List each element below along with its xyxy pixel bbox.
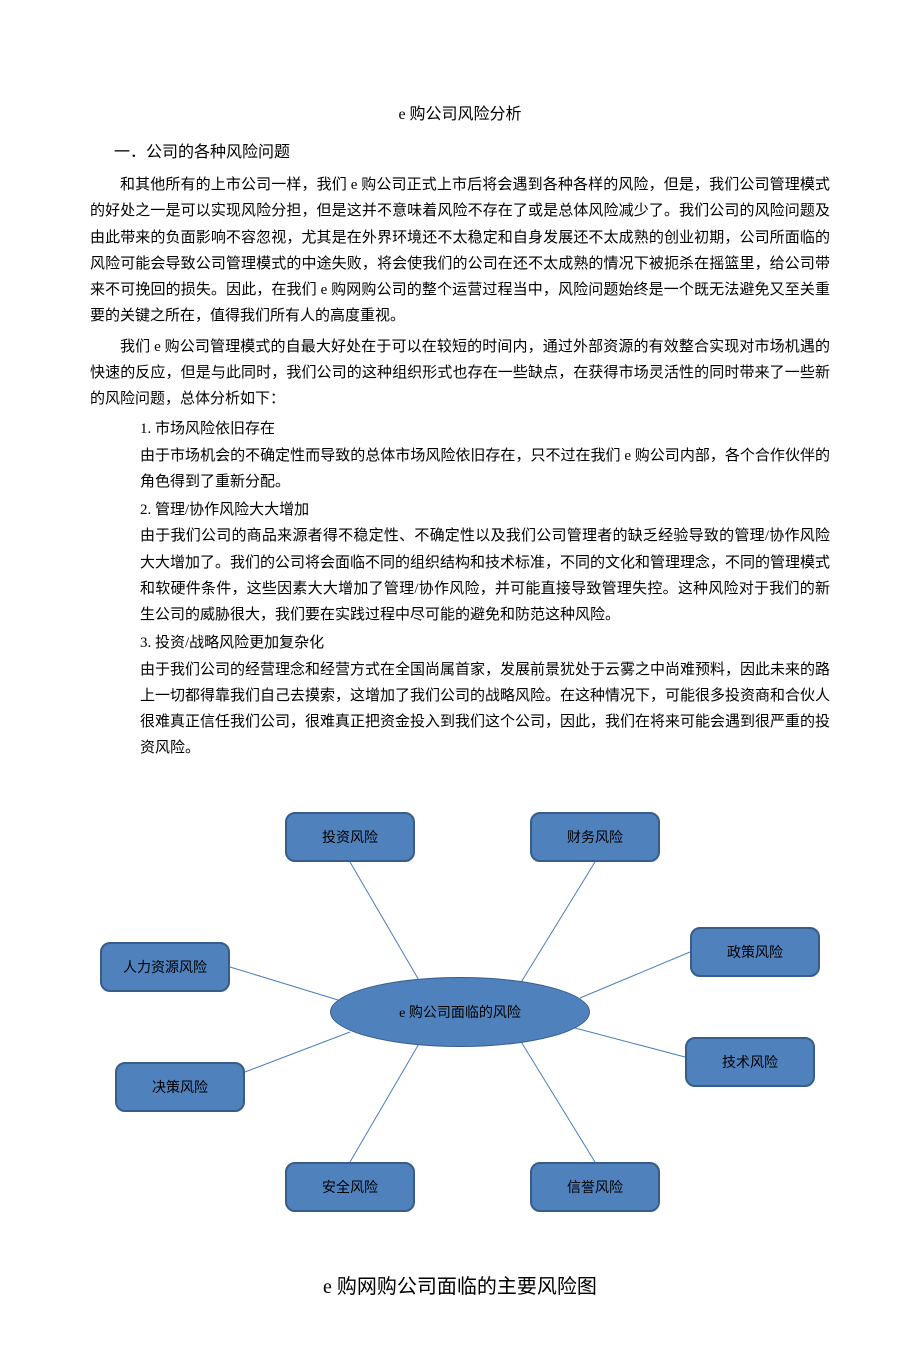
list-item-head: 1. 市场风险依旧存在 xyxy=(140,416,830,442)
diagram-node-policy: 政策风险 xyxy=(690,927,820,977)
section-heading: 一．公司的各种风险问题 xyxy=(90,138,830,162)
document-page: e 购公司风险分析 一．公司的各种风险问题 和其他所有的上市公司一样，我们 e … xyxy=(0,0,920,1359)
diagram-edge xyxy=(520,1040,595,1162)
diagram-caption: e 购网购公司面临的主要风险图 xyxy=(90,1270,830,1299)
diagram-edge xyxy=(350,862,420,982)
diagram-node-finance: 财务风险 xyxy=(530,812,660,862)
list-item: 2. 管理/协作风险大大增加由于我们公司的商品来源者得不稳定性、不确定性以及我们… xyxy=(140,497,830,628)
diagram-edge xyxy=(350,1042,420,1162)
list-item-head: 3. 投资/战略风险更加复杂化 xyxy=(140,630,830,656)
diagram-edge xyxy=(520,862,595,984)
diagram-wrap: e 购公司面临的风险 投资风险 财务风险人力资源风险 政策风险决策风险 技术风险安全风险… xyxy=(90,812,830,1242)
diagram-edge xyxy=(580,952,690,998)
list-item-body: 由于市场机会的不确定性而导致的总体市场风险依旧存在，只不过在我们 e 购公司内部… xyxy=(140,443,830,496)
list-item-head: 2. 管理/协作风险大大增加 xyxy=(140,497,830,523)
list-item: 1. 市场风险依旧存在由于市场机会的不确定性而导致的总体市场风险依旧存在，只不过… xyxy=(140,416,830,495)
diagram-edge xyxy=(575,1028,685,1057)
paragraph-1: 和其他所有的上市公司一样，我们 e 购公司正式上市后将会遇到各种各样的风险，但是… xyxy=(90,172,830,330)
diagram-edge xyxy=(230,967,338,1000)
diagram-node-credit: 信誉风险 xyxy=(530,1162,660,1212)
list-item: 3. 投资/战略风险更加复杂化由于我们公司的经营理念和经营方式在全国尚属首家，发… xyxy=(140,630,830,761)
list-item-body: 由于我们公司的商品来源者得不稳定性、不确定性以及我们公司管理者的缺乏经验导致的管… xyxy=(140,523,830,628)
risk-diagram: e 购公司面临的风险 投资风险 财务风险人力资源风险 政策风险决策风险 技术风险安全风险… xyxy=(90,812,830,1242)
diagram-node-tech: 技术风险 xyxy=(685,1037,815,1087)
paragraph-2: 我们 e 购公司管理模式的自最大好处在于可以在较短的时间内，通过外部资源的有效整… xyxy=(90,334,830,413)
risk-list: 1. 市场风险依旧存在由于市场机会的不确定性而导致的总体市场风险依旧存在，只不过… xyxy=(90,416,830,761)
diagram-node-invest: 投资风险 xyxy=(285,812,415,862)
diagram-node-hr: 人力资源风险 xyxy=(100,942,230,992)
diagram-node-safety: 安全风险 xyxy=(285,1162,415,1212)
list-item-body: 由于我们公司的经营理念和经营方式在全国尚属首家，发展前景犹处于云雾之中尚难预料，… xyxy=(140,657,830,762)
diagram-center-node: e 购公司面临的风险 xyxy=(330,977,590,1047)
doc-title: e 购公司风险分析 xyxy=(90,100,830,124)
diagram-node-decision: 决策风险 xyxy=(115,1062,245,1112)
diagram-edge xyxy=(245,1032,350,1072)
